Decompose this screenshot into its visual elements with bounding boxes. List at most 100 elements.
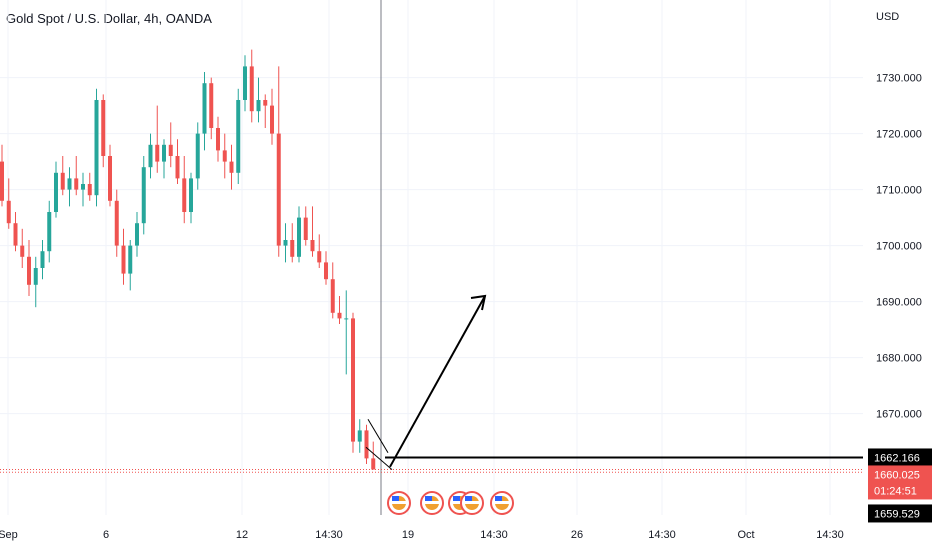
- candle-body: [33, 268, 38, 285]
- candle-body: [324, 262, 328, 280]
- current-price-badge-bg: [868, 465, 932, 500]
- candle-body: [148, 144, 153, 168]
- candle-body: [243, 66, 247, 100]
- trend-line: [365, 446, 393, 470]
- time-tick-label: 14:30: [315, 529, 343, 541]
- candle-body: [344, 318, 349, 320]
- trend-line: [367, 418, 389, 454]
- candle-body: [101, 100, 106, 156]
- flag-stripe: [425, 501, 439, 504]
- time-tick-label: 14:30: [816, 529, 844, 541]
- time-axis[interactable]: Sep 6 12 14:30 19 14:30 26 14:30 Oct 14:30: [0, 529, 844, 541]
- price-tick-label: 1730.000: [876, 73, 922, 85]
- candle-body: [40, 251, 45, 268]
- candle-body: [94, 100, 99, 196]
- candle-body: [27, 256, 31, 285]
- time-tick-label: 14:30: [648, 529, 676, 541]
- candle-body: [6, 200, 11, 224]
- candle-body: [128, 245, 133, 274]
- time-tick-label: 14:30: [480, 529, 508, 541]
- candle-body: [351, 318, 355, 442]
- candle-body: [155, 144, 160, 162]
- candle-body: [108, 156, 112, 201]
- price-axis[interactable]: USD 1670.000 1680.000 1690.000 1700.000 1710.…: [868, 11, 932, 523]
- level-price-badge-text: 1662.166: [874, 452, 920, 464]
- flag-stripe: [495, 501, 509, 504]
- us-flag-icon[interactable]: [460, 491, 484, 515]
- flag-canton: [495, 496, 502, 501]
- candle-body: [236, 100, 241, 173]
- candle-body: [168, 144, 173, 156]
- flag-canton: [425, 496, 432, 501]
- candle-body: [47, 212, 52, 252]
- flag-canton: [453, 496, 460, 501]
- candle-body: [74, 178, 79, 190]
- candle-body: [276, 133, 281, 246]
- candle-body: [60, 172, 65, 190]
- candle-body: [54, 172, 58, 212]
- candle-body: [357, 430, 362, 442]
- candle-body: [222, 150, 227, 162]
- candle-body: [317, 251, 322, 263]
- candle-body: [330, 279, 335, 313]
- price-tick-label: 1680.000: [876, 353, 922, 365]
- time-tick-label: Sep: [0, 529, 18, 541]
- candle-body: [229, 161, 234, 173]
- candle-body: [175, 156, 180, 179]
- time-tick-label: 6: [103, 529, 109, 541]
- event-icons[interactable]: [387, 491, 514, 515]
- drawings[interactable]: [0, 0, 863, 515]
- candle-body: [162, 144, 166, 162]
- time-tick-label: 26: [571, 529, 583, 541]
- candle-body: [290, 240, 295, 257]
- flag-canton: [392, 496, 399, 501]
- candle-body: [337, 312, 342, 319]
- time-tick-label: 12: [236, 529, 248, 541]
- candle-body: [0, 161, 4, 201]
- candle-body: [13, 223, 18, 246]
- flag-canton: [465, 496, 472, 501]
- candle-body: [202, 83, 207, 134]
- candle-body: [249, 66, 254, 112]
- grid: [0, 0, 863, 515]
- candle-body: [310, 240, 315, 252]
- trend-arrow-line: [389, 295, 486, 468]
- candle-body: [263, 100, 268, 106]
- current-price-text: 1660.025: [874, 469, 920, 481]
- countdown-text: 01:24:51: [874, 485, 917, 497]
- us-flag-icon[interactable]: [387, 491, 411, 515]
- candle-body: [364, 430, 369, 459]
- price-tick-label: 1710.000: [876, 185, 922, 197]
- candle-body: [114, 200, 119, 246]
- price-tick-label: 1670.000: [876, 409, 922, 421]
- candle-body: [270, 105, 274, 134]
- candle-body: [371, 458, 376, 470]
- us-flag-icon[interactable]: [420, 491, 444, 515]
- us-flag-icon[interactable]: [490, 491, 514, 515]
- candle-body: [195, 133, 200, 179]
- chart-title: Gold Spot / U.S. Dollar, 4h, OANDA: [6, 11, 212, 26]
- low-price-text: 1659.529: [874, 508, 920, 520]
- candle-body: [209, 83, 214, 128]
- candle-body: [303, 217, 308, 240]
- flag-stripe: [465, 501, 479, 504]
- price-tick-label: 1700.000: [876, 241, 922, 253]
- candle-body: [141, 167, 146, 224]
- price-axis-unit: USD: [876, 11, 899, 23]
- time-tick-label: Oct: [737, 529, 754, 541]
- candle-body: [216, 128, 220, 151]
- level-price-badge: 1662.166: [868, 448, 932, 467]
- candle-body: [81, 184, 85, 190]
- low-price-badge-bg: [868, 504, 932, 523]
- candle-body: [256, 100, 261, 112]
- candle-body: [121, 245, 126, 274]
- price-tick-label: 1720.000: [876, 129, 922, 141]
- candle-body: [189, 178, 193, 212]
- candle-body: [283, 240, 288, 246]
- candle-body: [182, 178, 187, 212]
- candles: [0, 49, 376, 470]
- price-tick-label: 1690.000: [876, 297, 922, 309]
- level-price-badge-bg: [868, 448, 932, 467]
- candle-body: [297, 217, 301, 257]
